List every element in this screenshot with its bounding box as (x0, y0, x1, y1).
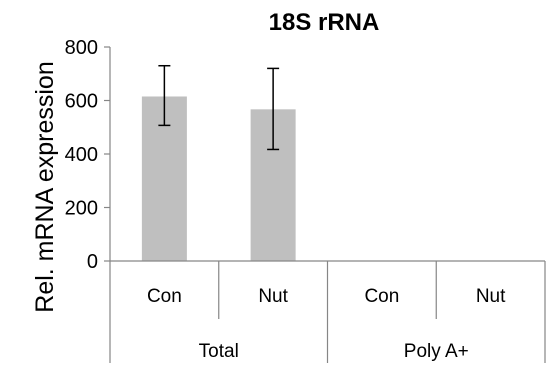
y-tick-label: 600 (65, 91, 98, 113)
y-tick-label: 0 (87, 251, 98, 273)
x-tick-label: Con (147, 286, 182, 307)
x-tick-label: Nut (476, 286, 506, 307)
x-tick-label: Nut (258, 286, 288, 307)
y-tick-label: 400 (65, 144, 98, 166)
x-group-label: Total (199, 341, 239, 362)
y-axis-label: Rel. mRNA expression (31, 61, 59, 312)
x-tick-label: Con (364, 286, 399, 307)
y-tick-label: 800 (65, 37, 98, 59)
y-tick-label: 200 (65, 198, 98, 220)
x-group-label: Poly A+ (404, 341, 469, 362)
chart-title: 18S rRNA (269, 9, 380, 36)
